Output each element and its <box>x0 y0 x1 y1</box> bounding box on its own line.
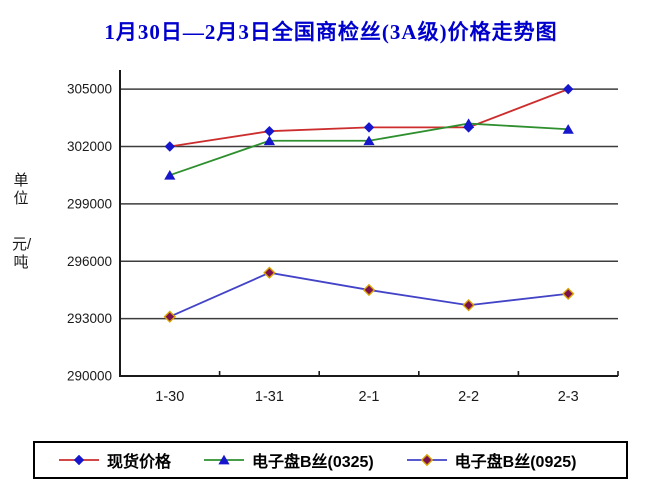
x-tick-label: 2-2 <box>458 389 479 405</box>
series-2-marker-0 <box>163 310 176 323</box>
series-0-marker-0 <box>164 141 175 152</box>
y-tick-label: 299000 <box>67 196 112 211</box>
legend-marker-diamond-icon <box>59 454 99 466</box>
legend-item-2: 电子盘B丝(0925) <box>406 448 616 472</box>
x-tick-label: 1-31 <box>255 389 284 405</box>
y-tick-label: 302000 <box>67 139 112 154</box>
y-tick-label: 305000 <box>67 82 112 97</box>
series-1-marker-2 <box>363 135 375 146</box>
series-2-marker-3 <box>462 299 475 312</box>
legend-item-1: 电子盘B丝(0325) <box>203 448 407 472</box>
series-2-marker-1 <box>263 266 276 279</box>
chart-title: 1月30日—2月3日全国商检丝(3A级)价格走势图 <box>104 20 558 44</box>
series-0-marker-4 <box>563 83 574 95</box>
y-axis-unit-label-bottom: 元/吨 <box>12 236 32 272</box>
chart-legend: 现货价格 电子盘B丝(0325) 电子盘B丝(0925) <box>33 441 628 479</box>
legend-label-2: 电子盘B丝(0925) <box>454 454 577 471</box>
series-2-marker-4 <box>562 287 575 300</box>
y-tick-label: 293000 <box>67 311 112 326</box>
x-tick-label: 1-30 <box>155 389 184 405</box>
price-trend-chart: 290000 293000 296000 299000 302000 305000 1-30… <box>67 70 619 405</box>
legend-item-0: 现货价格 <box>59 448 204 472</box>
legend-label-1: 电子盘B丝(0325) <box>251 454 374 471</box>
y-axis-unit-label-top: 单位 <box>13 172 29 208</box>
series-1-marker-1 <box>263 135 275 146</box>
series-1-marker-0 <box>164 169 176 180</box>
legend-marker-triangle-icon <box>203 454 244 465</box>
y-tick-label: 290000 <box>67 369 112 384</box>
series-2-marker-2 <box>362 283 376 297</box>
series-1-marker-4 <box>562 124 574 134</box>
y-tick-label: 296000 <box>67 254 112 269</box>
series-0-marker-1 <box>264 126 275 137</box>
legend-marker-diamond-icon <box>406 453 447 467</box>
x-tick-label: 2-1 <box>359 389 380 405</box>
legend-label-0: 现货价格 <box>107 454 172 471</box>
x-tick-label: 2-3 <box>558 389 579 405</box>
series-0-marker-2 <box>363 122 375 133</box>
series-1-marker-3 <box>463 118 475 128</box>
